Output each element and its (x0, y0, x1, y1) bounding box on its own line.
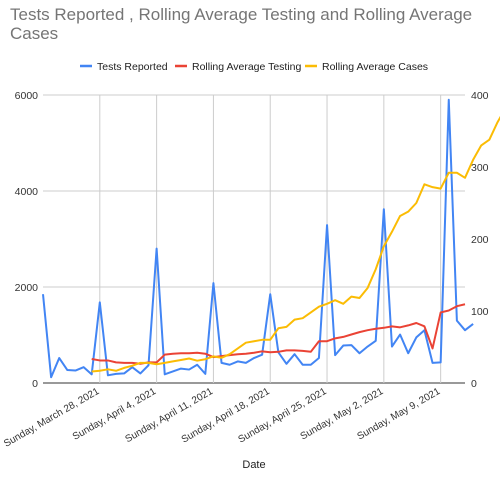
x-axis-label: Date (242, 459, 265, 471)
right-axis-ticks: 0 100 200 300 400 (471, 90, 489, 390)
left-tick-label: 0 (32, 378, 38, 390)
series-line-tests-reported (42, 98, 474, 379)
legend-label-rolling-average-testing: Rolling Average Testing (192, 61, 302, 73)
series-line-rolling-average-testing (91, 303, 466, 365)
left-tick-label: 6000 (15, 90, 39, 102)
right-tick-label: 300 (471, 162, 489, 174)
legend-label-rolling-average-cases: Rolling Average Cases (322, 61, 428, 73)
left-axis-ticks: 0 2000 4000 6000 (15, 90, 39, 390)
series-line-rolling-average-cases (91, 115, 500, 373)
legend: Tests Reported Rolling Average Testing Rol… (80, 61, 428, 73)
chart-title: Tests Reported , Rolling Average Testing… (10, 5, 473, 43)
legend-label-tests-reported: Tests Reported (97, 61, 168, 73)
series-lines (42, 98, 500, 379)
right-tick-label: 200 (471, 234, 489, 246)
right-tick-label: 0 (471, 378, 477, 390)
x-tick-label: Sunday, March 28, 2021 (2, 386, 102, 450)
right-tick-label: 100 (471, 306, 489, 318)
right-tick-label: 400 (471, 90, 489, 102)
gridlines (43, 94, 465, 384)
left-tick-label: 4000 (15, 186, 39, 198)
left-tick-label: 2000 (15, 282, 39, 294)
